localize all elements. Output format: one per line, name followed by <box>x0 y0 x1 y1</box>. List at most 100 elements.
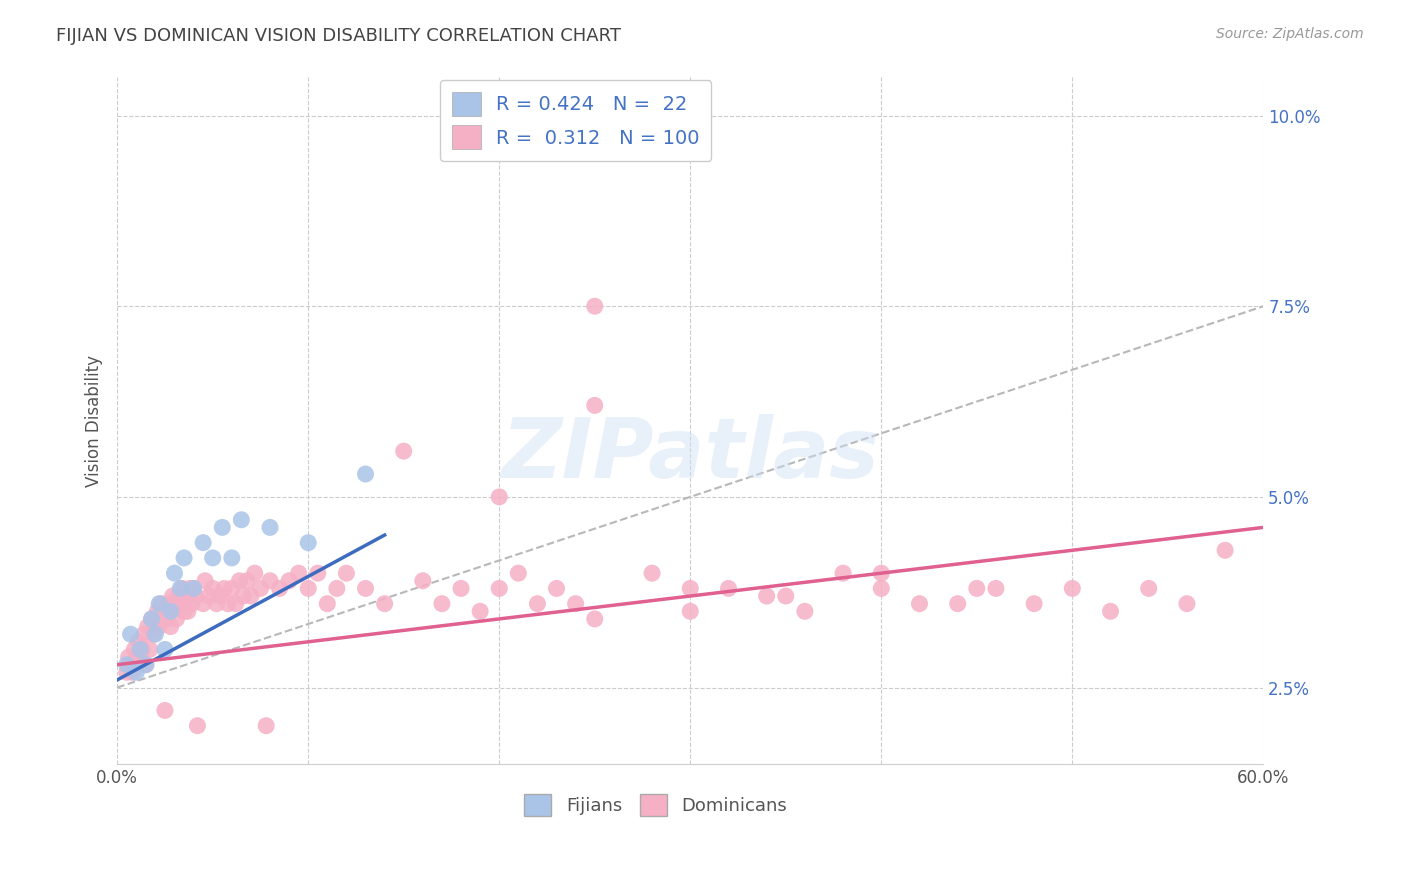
Point <box>679 604 702 618</box>
Text: Source: ZipAtlas.com: Source: ZipAtlas.com <box>1216 27 1364 41</box>
Point <box>870 566 893 581</box>
Point <box>832 566 855 581</box>
Point <box>564 597 586 611</box>
Point <box>1022 597 1045 611</box>
Point <box>335 566 357 581</box>
Point <box>118 650 141 665</box>
Text: ZIPatlas: ZIPatlas <box>502 415 879 495</box>
Point <box>194 574 217 588</box>
Point <box>125 657 148 672</box>
Point <box>488 490 510 504</box>
Point <box>124 642 146 657</box>
Point <box>201 550 224 565</box>
Point <box>508 566 530 581</box>
Point <box>354 582 377 596</box>
Point <box>908 597 931 611</box>
Point <box>145 619 167 633</box>
Point <box>183 582 205 596</box>
Point <box>169 582 191 596</box>
Point <box>127 635 149 649</box>
Point <box>159 619 181 633</box>
Point <box>221 550 243 565</box>
Point <box>297 582 319 596</box>
Point <box>468 604 491 618</box>
Point <box>793 604 815 618</box>
Point <box>136 619 159 633</box>
Point <box>169 597 191 611</box>
Point <box>775 589 797 603</box>
Point <box>148 597 170 611</box>
Point <box>236 574 259 588</box>
Point <box>120 657 142 672</box>
Point <box>153 642 176 657</box>
Point <box>186 719 208 733</box>
Legend: Fijians, Dominicans: Fijians, Dominicans <box>517 787 794 823</box>
Point <box>278 574 301 588</box>
Point <box>1137 582 1160 596</box>
Point <box>526 597 548 611</box>
Point <box>163 597 186 611</box>
Point <box>167 589 190 603</box>
Point <box>1099 604 1122 618</box>
Point <box>231 513 253 527</box>
Point <box>583 299 606 313</box>
Point <box>946 597 969 611</box>
Point <box>179 582 201 596</box>
Point <box>148 619 170 633</box>
Point <box>225 597 247 611</box>
Point <box>115 665 138 680</box>
Point <box>177 604 200 618</box>
Point <box>191 535 214 549</box>
Point <box>191 597 214 611</box>
Point <box>232 589 254 603</box>
Point <box>172 582 194 596</box>
Point <box>259 574 281 588</box>
Point <box>755 589 778 603</box>
Point <box>392 444 415 458</box>
Point <box>152 612 174 626</box>
Point <box>326 582 349 596</box>
Point <box>228 574 250 588</box>
Point <box>209 589 232 603</box>
Point <box>243 566 266 581</box>
Point <box>717 582 740 596</box>
Point <box>150 597 173 611</box>
Point <box>141 612 163 626</box>
Point <box>254 719 277 733</box>
Point <box>163 566 186 581</box>
Point <box>307 566 329 581</box>
Point <box>287 566 309 581</box>
Point <box>217 597 239 611</box>
Point <box>201 582 224 596</box>
Point <box>173 550 195 565</box>
Point <box>269 582 291 596</box>
Point <box>1175 597 1198 611</box>
Point <box>198 589 221 603</box>
Point <box>297 535 319 549</box>
Point <box>221 582 243 596</box>
Point <box>583 612 606 626</box>
Y-axis label: Vision Disability: Vision Disability <box>86 355 103 487</box>
Point <box>132 627 155 641</box>
Point <box>450 582 472 596</box>
Point <box>870 582 893 596</box>
Point <box>211 520 233 534</box>
Point <box>546 582 568 596</box>
Point <box>184 589 207 603</box>
Point <box>583 398 606 412</box>
Point <box>430 597 453 611</box>
Point <box>135 657 157 672</box>
Point <box>316 597 339 611</box>
Point <box>212 582 235 596</box>
Point <box>153 703 176 717</box>
Point <box>966 582 988 596</box>
Point <box>1062 582 1084 596</box>
Point <box>374 597 396 611</box>
Point <box>120 627 142 641</box>
Point <box>165 612 187 626</box>
Point <box>135 657 157 672</box>
Point <box>138 642 160 657</box>
Point <box>984 582 1007 596</box>
Point <box>129 650 152 665</box>
Point <box>125 665 148 680</box>
